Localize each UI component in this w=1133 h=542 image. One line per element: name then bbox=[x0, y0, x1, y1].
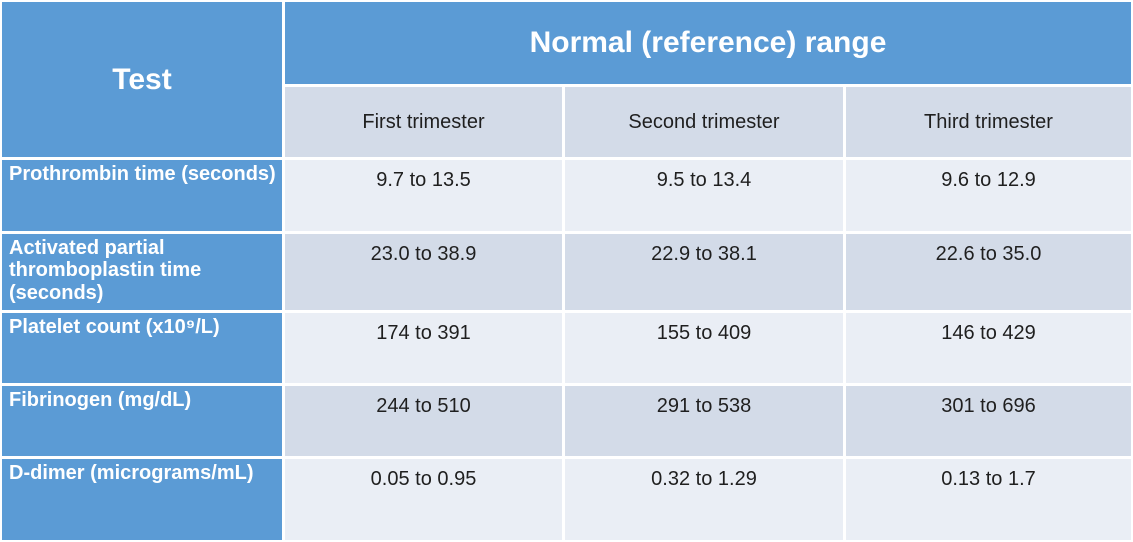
value-platelet-second: 155 to 409 bbox=[565, 313, 843, 383]
value-prothrombin-third: 9.6 to 12.9 bbox=[846, 160, 1131, 231]
value-aptt-third: 22.6 to 35.0 bbox=[846, 234, 1131, 310]
value-prothrombin-second: 9.5 to 13.4 bbox=[565, 160, 843, 231]
row-label-platelet-count: Platelet count (x10⁹/L) bbox=[2, 313, 282, 383]
value-d-dimer-first: 0.05 to 0.95 bbox=[285, 459, 562, 540]
row-label-fibrinogen: Fibrinogen (mg/dL) bbox=[2, 386, 282, 456]
value-platelet-third: 146 to 429 bbox=[846, 313, 1131, 383]
value-platelet-first: 174 to 391 bbox=[285, 313, 562, 383]
row-label-prothrombin-time: Prothrombin time (seconds) bbox=[2, 160, 282, 231]
column-header-second-trimester: Second trimester bbox=[565, 87, 843, 157]
value-fibrinogen-first: 244 to 510 bbox=[285, 386, 562, 456]
row-label-d-dimer: D-dimer (micrograms/mL) bbox=[2, 459, 282, 540]
column-header-first-trimester: First trimester bbox=[285, 87, 562, 157]
value-prothrombin-first: 9.7 to 13.5 bbox=[285, 160, 562, 231]
value-d-dimer-third: 0.13 to 1.7 bbox=[846, 459, 1131, 540]
test-column-header: Test bbox=[2, 2, 282, 157]
value-aptt-second: 22.9 to 38.1 bbox=[565, 234, 843, 310]
row-label-aptt: Activated partial thromboplastin time (s… bbox=[2, 234, 282, 310]
value-fibrinogen-second: 291 to 538 bbox=[565, 386, 843, 456]
value-d-dimer-second: 0.32 to 1.29 bbox=[565, 459, 843, 540]
value-aptt-first: 23.0 to 38.9 bbox=[285, 234, 562, 310]
normal-range-group-header: Normal (reference) range bbox=[285, 2, 1131, 84]
column-header-third-trimester: Third trimester bbox=[846, 87, 1131, 157]
value-fibrinogen-third: 301 to 696 bbox=[846, 386, 1131, 456]
